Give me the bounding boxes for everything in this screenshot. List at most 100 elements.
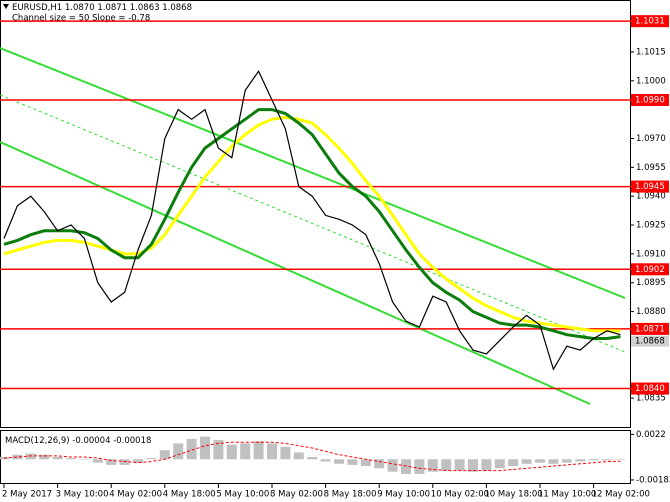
- y-tick-label: 1.0910: [636, 249, 666, 259]
- histogram-bar: [79, 459, 90, 460]
- histogram-bar: [481, 459, 492, 471]
- histogram-bar: [427, 459, 438, 472]
- y-tick-label: -0.00183: [636, 475, 670, 485]
- histogram-bar: [280, 446, 291, 460]
- macd-header: MACD(12,26,9) -0.00004 -0.00018: [5, 436, 151, 446]
- channel-lower: [0, 141, 591, 405]
- y-tick-label: 1.0940: [636, 192, 666, 202]
- histogram-bar: [12, 454, 23, 460]
- histogram-bar: [159, 450, 170, 460]
- x-tick-label: 4 May 18:00: [163, 490, 216, 500]
- channel-upper: [0, 47, 626, 299]
- level-label: 1.0871: [635, 324, 665, 334]
- histogram-bar: [240, 443, 251, 460]
- histogram-bar: [52, 457, 63, 460]
- series-line: [3, 115, 621, 333]
- histogram-bar: [334, 459, 344, 464]
- x-tick-label: 12 May 02:00: [592, 490, 650, 500]
- macd-value: -0.00004: [72, 436, 110, 446]
- histogram-bar: [119, 459, 130, 465]
- annotation: Channel size = 50 Slope = -0.78: [12, 14, 150, 24]
- level-label-bg: [631, 180, 669, 193]
- histogram-bar: [146, 458, 157, 460]
- y-tick-label: 1.0925: [636, 221, 666, 231]
- histogram-bar: [186, 438, 197, 460]
- level-label-bg: [631, 263, 669, 276]
- level-label-bg: [631, 94, 669, 107]
- x-tick-label: 2 May 2017: [2, 490, 52, 500]
- close: 1.0868: [162, 3, 192, 13]
- histogram-bar: [441, 459, 452, 471]
- open: 1.0870: [65, 3, 95, 13]
- histogram-bar: [575, 459, 586, 462]
- y-tick-label: 1.1015: [636, 47, 666, 57]
- histogram-bar: [253, 441, 264, 460]
- histogram-bar: [602, 459, 612, 461]
- histogram-bar: [92, 459, 103, 463]
- histogram-bar: [307, 457, 318, 460]
- histogram-bar: [401, 459, 411, 474]
- histogram-bar: [360, 459, 371, 467]
- level-label: 1.0840: [635, 384, 665, 394]
- histogram-bar: [588, 459, 599, 461]
- level-label: 1.1031: [635, 17, 665, 27]
- series-line: [3, 108, 621, 340]
- histogram-bar: [226, 444, 237, 460]
- level-label-bg: [631, 15, 669, 28]
- channel-middle: [0, 94, 626, 353]
- macd-title: MACD(12,26,9): [5, 436, 70, 446]
- y-tick-label: 1.0880: [636, 307, 666, 317]
- histogram-bar: [173, 443, 184, 460]
- level-label-bg: [631, 322, 669, 335]
- histogram-bar: [267, 443, 277, 460]
- x-tick-label: 10 May 18:00: [484, 490, 542, 500]
- x-tick-label: 8 May 18:00: [324, 490, 377, 500]
- histogram-bar: [347, 459, 358, 465]
- histogram-bar: [293, 452, 304, 460]
- level-label: 1.0902: [635, 265, 665, 275]
- x-tick-label: 10 May 02:00: [431, 490, 489, 500]
- histogram-bar: [615, 459, 626, 460]
- low: 1.0863: [130, 3, 160, 13]
- series-line: [3, 70, 621, 371]
- histogram-bar: [200, 436, 210, 460]
- histogram-bar: [548, 459, 559, 464]
- y-tick-label: 1.0835: [636, 394, 666, 404]
- histogram-bar: [25, 453, 36, 460]
- histogram-bar: [414, 459, 425, 474]
- chart-header: EURUSD,H1 1.0870 1.0871 1.0863 1.0868: [12, 3, 192, 13]
- high: 1.0871: [97, 3, 127, 13]
- x-tick-label: 8 May 02:00: [270, 490, 323, 500]
- histogram-bar: [494, 459, 505, 469]
- x-tick-label: 9 May 10:00: [377, 490, 430, 500]
- menu-icon: [3, 4, 9, 9]
- histogram-bar: [521, 459, 532, 464]
- histogram-bar: [561, 459, 572, 463]
- level-label: 1.0990: [635, 96, 665, 106]
- last-price-bg: [631, 335, 669, 347]
- histogram-bar: [454, 459, 465, 471]
- x-tick-label: 5 May 10:00: [216, 490, 269, 500]
- symbol: EURUSD,H1: [12, 3, 62, 13]
- histogram-bar: [213, 440, 224, 460]
- x-tick-label: 4 May 02:00: [109, 490, 162, 500]
- histogram-bar: [374, 459, 385, 469]
- histogram-bar: [66, 458, 76, 460]
- histogram-bar: [320, 459, 331, 462]
- y-tick-label: 1.0970: [636, 134, 666, 144]
- level-label-bg: [631, 382, 669, 395]
- signal-value: -0.00018: [113, 436, 151, 446]
- histogram-bar: [508, 459, 519, 467]
- y-tick-label: 1.1000: [636, 76, 666, 86]
- level-label: 1.0945: [635, 182, 665, 192]
- main-panel: [0, 0, 631, 428]
- histogram-bar: [106, 459, 117, 465]
- y-tick-label: 1.0955: [636, 163, 666, 173]
- series-line: [3, 441, 621, 472]
- histogram-bar: [387, 459, 398, 472]
- x-tick-label: 11 May 10:00: [538, 490, 596, 500]
- y-tick-label: 0.0022: [636, 430, 666, 440]
- histogram-bar: [133, 459, 143, 463]
